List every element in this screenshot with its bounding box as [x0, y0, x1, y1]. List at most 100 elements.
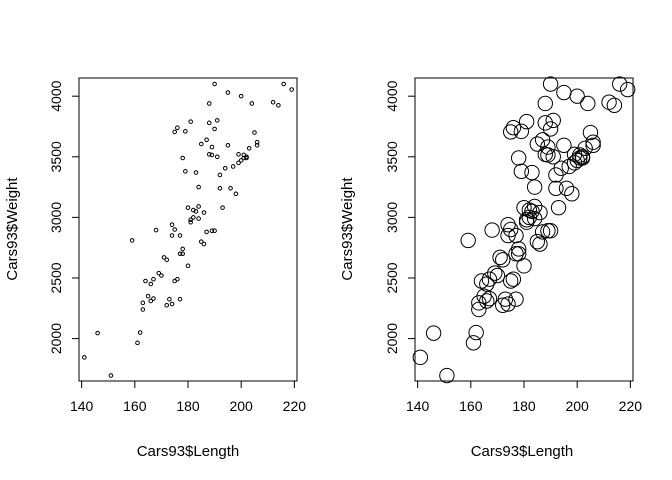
data-point — [206, 152, 212, 157]
data-point — [209, 144, 215, 150]
data-point — [196, 184, 201, 190]
x-tick-label: 200 — [565, 398, 589, 414]
data-point — [252, 130, 257, 135]
data-point — [238, 93, 244, 99]
data-point — [540, 139, 556, 155]
plot-box — [78, 77, 298, 382]
data-point — [246, 145, 252, 151]
data-point — [500, 296, 516, 312]
data-point — [513, 123, 530, 140]
data-point — [276, 102, 281, 108]
data-point — [289, 87, 294, 92]
data-point — [526, 179, 543, 195]
data-point — [537, 95, 553, 112]
data-point — [526, 198, 543, 215]
data-point — [214, 118, 220, 123]
data-point — [577, 140, 593, 156]
data-point — [479, 293, 495, 309]
data-point — [82, 355, 87, 360]
data-point — [556, 84, 572, 101]
data-point — [156, 270, 162, 276]
data-point — [516, 258, 532, 274]
data-point — [228, 185, 233, 191]
points — [82, 81, 294, 378]
data-point — [574, 150, 591, 166]
data-point — [177, 296, 183, 302]
data-point — [108, 373, 114, 378]
x-tick-label: 160 — [123, 398, 147, 414]
data-point — [167, 296, 172, 302]
data-point — [183, 169, 188, 174]
data-point — [510, 241, 527, 257]
data-point — [180, 251, 185, 257]
data-point — [137, 330, 143, 335]
data-point — [542, 223, 559, 239]
data-point — [526, 210, 543, 227]
data-point — [529, 136, 545, 152]
data-point — [553, 160, 569, 176]
data-point — [619, 81, 636, 98]
data-point — [209, 228, 215, 234]
data-point — [188, 217, 193, 223]
data-point — [550, 199, 567, 216]
data-point — [169, 233, 175, 238]
x-axis-label: Cars93$Length — [137, 443, 240, 460]
data-point — [465, 335, 482, 351]
data-point — [172, 129, 178, 135]
data-point — [204, 229, 209, 235]
y-tick-label: 2500 — [48, 262, 64, 293]
data-point — [249, 101, 255, 106]
plot-box — [414, 77, 634, 382]
data-point — [161, 255, 167, 260]
data-point — [148, 298, 154, 304]
data-point — [145, 293, 151, 299]
data-point — [532, 204, 548, 221]
data-point — [151, 296, 156, 301]
data-point — [201, 241, 207, 247]
data-point — [484, 222, 500, 238]
y-tick-label: 2000 — [48, 323, 64, 354]
y-tick-label: 4000 — [384, 80, 400, 111]
data-point — [225, 142, 231, 148]
data-point — [524, 203, 540, 220]
data-point — [508, 227, 524, 244]
data-point — [188, 219, 193, 225]
y-tick-label: 4000 — [48, 80, 64, 111]
data-point — [164, 257, 170, 263]
data-point — [585, 137, 601, 153]
data-point — [521, 202, 538, 218]
data-point — [518, 214, 535, 230]
data-point — [529, 233, 545, 250]
data-point — [524, 164, 540, 181]
data-point — [518, 113, 535, 130]
data-point — [201, 210, 207, 215]
data-point — [505, 119, 522, 136]
data-point — [204, 137, 209, 143]
data-point — [191, 215, 196, 220]
x-axis: Cars93$Length 140 160 180 200 220 — [70, 380, 306, 460]
data-point — [505, 271, 522, 287]
x-tick-label: 220 — [619, 398, 643, 414]
data-point — [495, 297, 511, 313]
data-point — [217, 172, 223, 178]
data-point — [585, 134, 601, 150]
data-point — [214, 154, 220, 160]
y-axis: Cars93$Weight 2000 2500 3000 3500 4000 — [339, 80, 416, 354]
data-point — [481, 271, 498, 287]
data-point — [185, 205, 191, 210]
data-point — [503, 273, 519, 289]
data-point — [532, 236, 548, 252]
y-axis-label: Cars93$Weight — [4, 177, 21, 281]
data-point — [244, 155, 249, 161]
data-point — [236, 160, 241, 166]
data-point — [503, 124, 519, 140]
data-point — [558, 180, 575, 196]
data-point — [143, 278, 148, 284]
data-point — [495, 252, 511, 268]
data-point — [180, 155, 185, 161]
data-point — [212, 126, 217, 132]
data-point — [185, 263, 191, 269]
data-point — [172, 227, 178, 232]
data-point — [503, 221, 519, 238]
data-point — [460, 232, 476, 249]
